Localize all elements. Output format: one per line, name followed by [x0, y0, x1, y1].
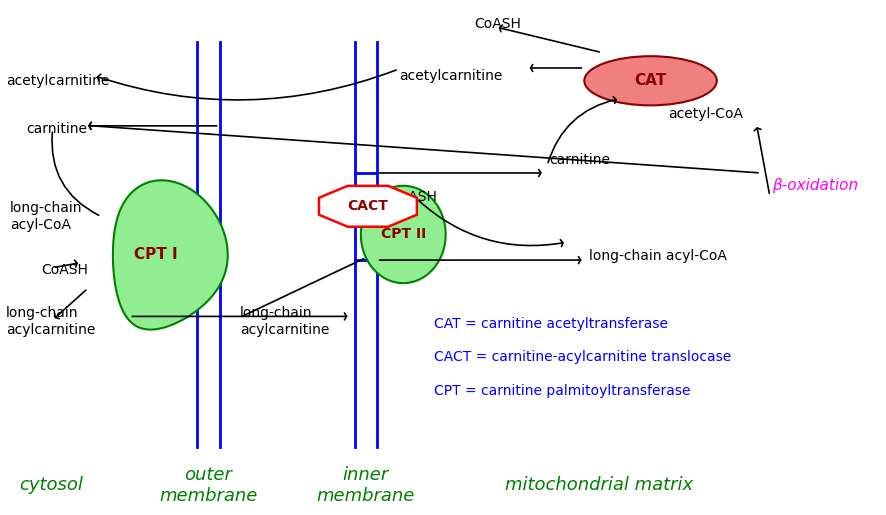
Text: inner
membrane: inner membrane — [316, 466, 415, 505]
Text: CACT: CACT — [347, 199, 388, 213]
Text: carnitine: carnitine — [549, 153, 610, 167]
Text: CPT II: CPT II — [381, 228, 426, 242]
Text: CACT = carnitine-acylcarnitine translocase: CACT = carnitine-acylcarnitine transloca… — [434, 350, 732, 365]
Text: acetylcarnitine: acetylcarnitine — [6, 74, 109, 88]
Polygon shape — [319, 186, 417, 227]
Polygon shape — [361, 186, 446, 283]
Text: acetylcarnitine: acetylcarnitine — [399, 68, 502, 83]
Text: CAT: CAT — [634, 73, 666, 88]
Polygon shape — [113, 180, 228, 330]
Text: CPT I: CPT I — [134, 247, 178, 263]
Text: long-chain
acyl-CoA: long-chain acyl-CoA — [11, 201, 82, 232]
Text: long-chain
acylcarnitine: long-chain acylcarnitine — [240, 306, 330, 337]
Text: CoASH: CoASH — [474, 18, 521, 31]
Text: outer
membrane: outer membrane — [159, 466, 257, 505]
Text: CPT = carnitine palmitoyltransferase: CPT = carnitine palmitoyltransferase — [434, 384, 691, 398]
Text: acetyl-CoA: acetyl-CoA — [668, 107, 743, 121]
Text: CoASH: CoASH — [390, 190, 437, 204]
Text: β-oxidation: β-oxidation — [772, 178, 858, 193]
Ellipse shape — [584, 56, 717, 106]
Text: long-chain
acylcarnitine: long-chain acylcarnitine — [6, 306, 95, 337]
Text: long-chain acyl-CoA: long-chain acyl-CoA — [588, 249, 727, 263]
Text: carnitine: carnitine — [26, 123, 87, 136]
Text: mitochondrial matrix: mitochondrial matrix — [505, 476, 693, 494]
Text: CAT = carnitine acetyltransferase: CAT = carnitine acetyltransferase — [434, 317, 668, 331]
Text: cytosol: cytosol — [19, 476, 83, 494]
Text: CoASH: CoASH — [41, 263, 88, 277]
